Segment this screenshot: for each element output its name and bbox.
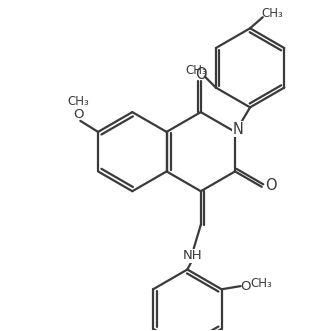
Text: CH₃: CH₃ [67, 95, 89, 108]
Text: CH₃: CH₃ [262, 7, 284, 20]
Text: NH: NH [182, 249, 202, 262]
Text: O: O [195, 67, 207, 82]
Text: O: O [241, 280, 251, 293]
Text: O: O [73, 108, 84, 121]
Text: CH₃: CH₃ [185, 65, 207, 77]
Text: N: N [233, 121, 244, 137]
Text: O: O [265, 178, 276, 193]
Text: CH₃: CH₃ [250, 277, 272, 290]
